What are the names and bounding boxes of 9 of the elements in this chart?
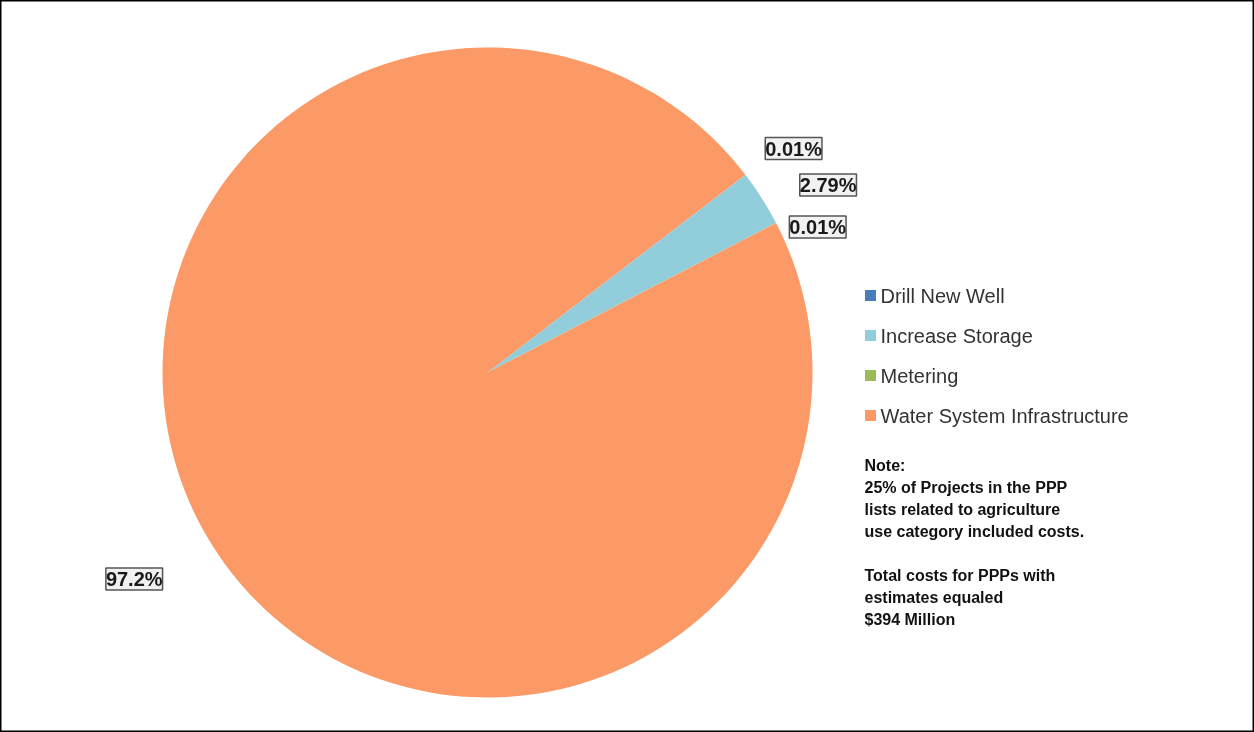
data-label: 0.01% [789, 216, 847, 239]
legend-label: Drill New Well [880, 284, 1005, 307]
data-label: 2.79% [799, 174, 857, 197]
legend-label: Metering [880, 364, 959, 387]
legend-label: Increase Storage [880, 324, 1033, 347]
text: Note: 25% of Projects in the PPP lists related to agriculture use category included costs. [864, 457, 1085, 540]
legend-label: Water System Infrastructure [880, 404, 1129, 427]
data-label: 97.2% [105, 568, 163, 591]
text: Total costs for PPPs with estimates equaled $394 Million [864, 567, 1056, 628]
